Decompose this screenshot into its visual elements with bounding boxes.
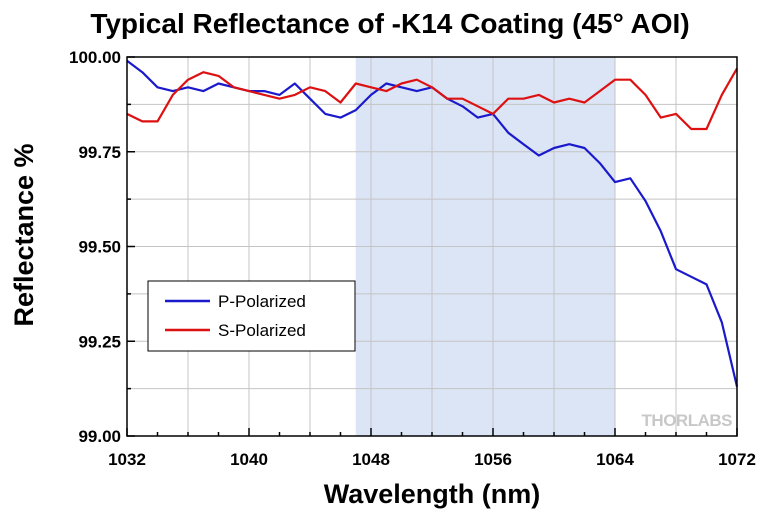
y-tick-label: 99.25 [78, 332, 121, 351]
y-axis-title: Reflectance % [9, 143, 39, 326]
legend-label-s-polarized: S-Polarized [218, 321, 306, 340]
y-tick-label: 100.00 [69, 48, 121, 67]
x-tick-label: 1072 [718, 450, 756, 469]
plot-area [126, 56, 739, 437]
x-tick-label: 1040 [230, 450, 268, 469]
series-line-s-polarized [126, 67, 738, 131]
y-tick-label: 99.75 [78, 143, 121, 162]
y-tick-labels: 99.00 99.25 99.50 99.75 100.00 [69, 48, 121, 446]
legend-label-p-polarized: P-Polarized [218, 292, 306, 311]
x-tick-label: 1048 [352, 450, 390, 469]
x-tick-labels: 1032 1040 1048 1056 1064 1072 [108, 450, 756, 469]
legend-box [147, 280, 356, 352]
x-tick-label: 1056 [474, 450, 512, 469]
legend: P-Polarized S-Polarized [147, 280, 356, 352]
y-tick-label: 99.00 [78, 427, 121, 446]
series-lines [126, 59, 739, 387]
x-tick-label: 1064 [596, 450, 634, 469]
axis-ticks [126, 56, 738, 437]
x-tick-label: 1032 [108, 450, 146, 469]
y-tick-label: 99.50 [78, 238, 121, 257]
chart-title: Typical Reflectance of -K14 Coating (45°… [90, 8, 689, 39]
x-axis-title: Wavelength (nm) [324, 479, 541, 509]
thorlabs-watermark: THORLABS [642, 411, 733, 430]
